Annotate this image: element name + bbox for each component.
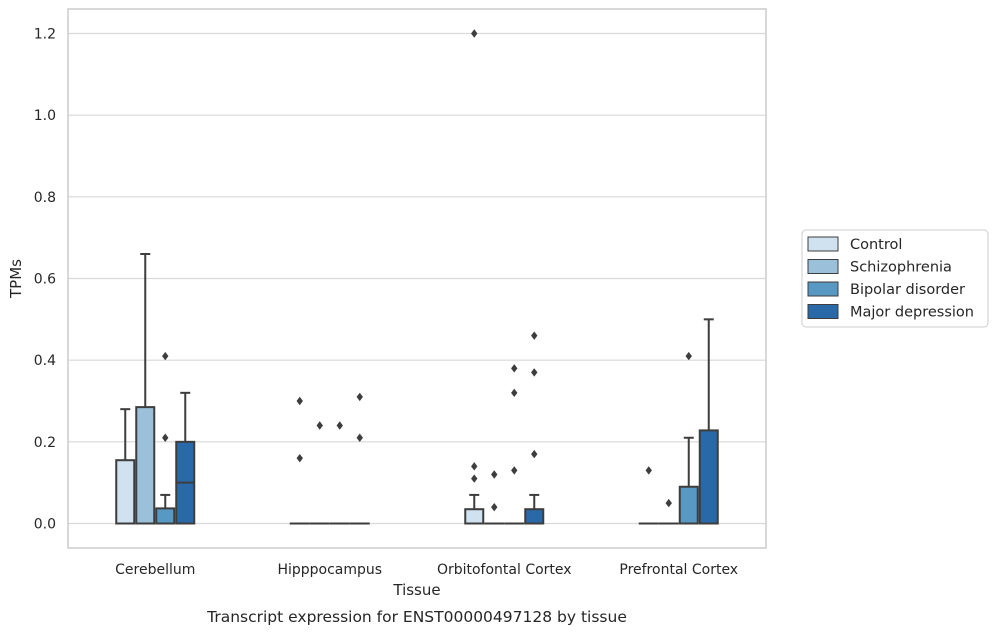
outlier-point: [531, 449, 538, 459]
y-tick-label: 0.8: [34, 190, 56, 206]
outlier-point: [162, 351, 169, 361]
box-schizophrenia: [309, 421, 330, 525]
outlier-point: [491, 470, 498, 479]
outlier-point: [531, 368, 538, 377]
outlier-point: [336, 421, 343, 430]
box-body: [115, 459, 136, 525]
x-tick-label: Cerebellum: [115, 562, 195, 578]
y-axis-label: TPMs: [7, 259, 25, 299]
box-body: [698, 429, 719, 525]
outlier-point: [162, 433, 169, 442]
x-axis-ticks: Cerebellum Hipppocampus Orbitofontal Corte…: [115, 562, 738, 578]
legend-label: Major depression: [850, 305, 974, 321]
box-body: [678, 485, 699, 525]
legend: Control Schizophrenia Bipolar disorder Majo…: [801, 229, 989, 328]
outlier-point: [511, 466, 518, 475]
y-tick-label: 0.2: [34, 435, 56, 451]
box-major-depression: [698, 318, 719, 525]
box-body: [464, 508, 485, 525]
outlier-point: [471, 29, 478, 38]
y-tick-label: 0.0: [34, 517, 56, 533]
box-bipolar-disorder: [155, 351, 176, 525]
outlier-point: [531, 331, 538, 340]
box-schizophrenia: [658, 498, 679, 525]
box-body: [524, 508, 545, 525]
box-body: [135, 406, 156, 525]
y-tick-label: 1.0: [34, 108, 56, 124]
box-plot-series: [115, 29, 719, 525]
chart-caption: Transcript expression for ENST0000049712…: [206, 608, 627, 626]
box-control: [289, 396, 310, 525]
box-bipolar-disorder: [329, 421, 350, 525]
y-tick-label: 1.2: [34, 27, 56, 43]
box-control: [115, 408, 136, 525]
box-major-depression: [175, 391, 196, 525]
y-tick-label: 0.4: [34, 353, 56, 369]
outlier-point: [316, 421, 323, 430]
outlier-point: [511, 364, 518, 373]
outlier-point: [511, 388, 518, 398]
outlier-point: [471, 474, 478, 483]
box-bipolar-disorder: [504, 364, 525, 525]
x-tick-label: Orbitofontal Cortex: [437, 562, 572, 578]
x-axis-label: Tissue: [392, 581, 440, 599]
legend-swatch: [807, 259, 839, 274]
outlier-point: [665, 498, 672, 508]
plot-frame: [67, 8, 767, 549]
box-major-depression: [524, 331, 545, 525]
gridlines: [68, 32, 766, 525]
outlier-point: [296, 396, 303, 406]
x-tick-label: Prefrontal Cortex: [619, 562, 738, 578]
legend-label: Schizophrenia: [850, 260, 952, 276]
legend-frame: [801, 229, 989, 328]
y-tick-label: 0.6: [34, 272, 56, 288]
outlier-point: [685, 351, 692, 361]
box-control: [638, 466, 659, 525]
box-major-depression: [349, 392, 370, 525]
box-control: [464, 29, 485, 525]
y-axis-ticks: 0.0 0.2 0.4 0.6 0.8 1.0 1.2: [34, 27, 56, 533]
box-body: [155, 507, 176, 525]
legend-swatch: [807, 236, 839, 252]
box-schizophrenia: [135, 253, 156, 525]
legend-swatch: [807, 281, 839, 297]
outlier-point: [491, 502, 498, 512]
outlier-point: [471, 462, 478, 471]
box-schizophrenia: [484, 470, 505, 525]
outlier-point: [296, 453, 303, 463]
legend-swatch: [807, 304, 839, 319]
outlier-point: [356, 433, 363, 442]
box-bipolar-disorder: [678, 351, 699, 525]
outlier-point: [356, 392, 363, 402]
legend-label: Bipolar disorder: [850, 282, 965, 298]
legend-label: Control: [850, 237, 902, 253]
outlier-point: [645, 466, 652, 475]
x-tick-label: Hipppocampus: [277, 562, 382, 578]
